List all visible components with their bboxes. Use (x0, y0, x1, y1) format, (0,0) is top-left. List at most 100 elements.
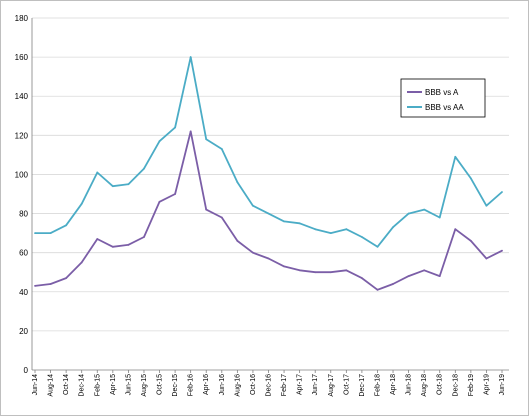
y-tick-label: 0 (24, 366, 29, 375)
x-tick-label: Apr-16 (203, 374, 210, 395)
data-point (49, 232, 52, 235)
x-tick-label: Oct-16 (250, 374, 257, 395)
data-point (236, 181, 239, 184)
data-point (220, 216, 223, 219)
data-point (252, 204, 254, 207)
x-tick-label: Feb-16 (188, 374, 195, 396)
data-point (96, 171, 99, 174)
data-point (298, 222, 301, 225)
x-tick-label: Oct-14 (63, 374, 70, 395)
data-point (485, 204, 488, 207)
data-point (423, 269, 426, 272)
data-point (205, 208, 208, 211)
x-tick-label: Jun-19 (499, 374, 506, 396)
data-point (189, 56, 192, 59)
x-tick-label: Jun-18 (406, 374, 413, 396)
data-point (423, 208, 426, 211)
data-point (454, 228, 457, 231)
y-tick-label: 80 (19, 210, 28, 219)
data-point (143, 236, 145, 238)
data-point (127, 183, 130, 186)
data-point (252, 251, 254, 254)
data-point (314, 271, 317, 274)
y-tick-label: 20 (19, 327, 28, 336)
x-tick-label: Dec-17 (359, 374, 366, 397)
y-tick-label: 140 (15, 92, 29, 101)
data-point (174, 126, 177, 129)
data-point (34, 232, 36, 235)
data-point (174, 193, 177, 195)
x-tick-label: Feb-19 (468, 374, 475, 396)
data-point (469, 177, 472, 180)
data-point (438, 216, 441, 219)
x-tick-label: Apr-18 (390, 374, 397, 395)
y-tick-label: 160 (15, 53, 29, 62)
data-point (49, 283, 52, 285)
x-tick-label: Aug-16 (234, 374, 241, 397)
series-lines (34, 56, 503, 291)
x-tick-label: Dec-14 (79, 374, 86, 397)
data-point (438, 275, 441, 278)
legend-label-bbb-vs-a: BBB vs A (425, 88, 459, 97)
data-point (65, 277, 68, 279)
legend-label-bbb-vs-aa: BBB vs AA (425, 103, 464, 112)
data-point (143, 167, 145, 170)
data-point (298, 269, 301, 272)
x-tick-label: Aug-17 (328, 374, 335, 397)
data-point (392, 283, 394, 285)
x-tick-label: Aug-15 (141, 374, 148, 397)
data-point (111, 245, 114, 248)
legend-box (400, 78, 486, 118)
data-point (376, 288, 379, 291)
data-point (376, 245, 379, 248)
data-point (220, 148, 223, 150)
data-point (469, 240, 472, 242)
data-point (345, 228, 348, 231)
y-tick-label: 100 (15, 170, 29, 179)
legend: BBB vs A BBB vs AA (400, 78, 486, 118)
data-point (267, 257, 270, 260)
x-tick-label: Apr-17 (297, 374, 304, 395)
x-tick-label: Oct-18 (437, 374, 444, 395)
data-point (111, 185, 114, 188)
data-point (65, 224, 68, 227)
data-point (329, 232, 332, 235)
data-point (407, 275, 410, 278)
data-point (392, 226, 394, 229)
data-point (158, 140, 161, 143)
x-tick-label: Oct-17 (343, 374, 350, 395)
x-axis-tick-labels: Jun-14 Aug-14 Oct-14 Dec-14 Feb-15 Apr-15 Jun-… (32, 370, 506, 397)
y-tick-label: 180 (15, 14, 29, 23)
data-point (454, 155, 457, 158)
y-tick-label: 60 (19, 249, 28, 258)
x-tick-label: Jun-14 (32, 374, 39, 396)
data-point (345, 269, 348, 272)
data-point (329, 271, 332, 274)
x-tick-label: Feb-17 (281, 374, 288, 396)
x-tick-label: Dec-15 (172, 374, 179, 397)
x-tick-label: Aug-18 (421, 374, 428, 397)
x-tick-label: Aug-14 (48, 374, 55, 397)
data-point (485, 257, 488, 260)
data-point (96, 238, 99, 240)
data-point (127, 243, 130, 246)
data-point (267, 212, 270, 215)
data-point (189, 130, 192, 133)
x-tick-label: Feb-15 (94, 374, 101, 396)
data-point (407, 212, 410, 215)
x-tick-label: Dec-16 (266, 374, 273, 397)
data-point (80, 202, 83, 205)
data-point (80, 261, 83, 264)
x-tick-label: Apr-19 (483, 374, 490, 395)
data-point (236, 240, 239, 242)
data-point (314, 228, 317, 231)
x-tick-label: Oct-15 (157, 374, 164, 395)
data-point (283, 220, 285, 223)
data-point (501, 191, 503, 193)
data-point (34, 285, 36, 287)
x-tick-label: Jun-17 (312, 374, 319, 396)
grid-lines (32, 17, 509, 332)
y-tick-label: 120 (15, 131, 29, 140)
